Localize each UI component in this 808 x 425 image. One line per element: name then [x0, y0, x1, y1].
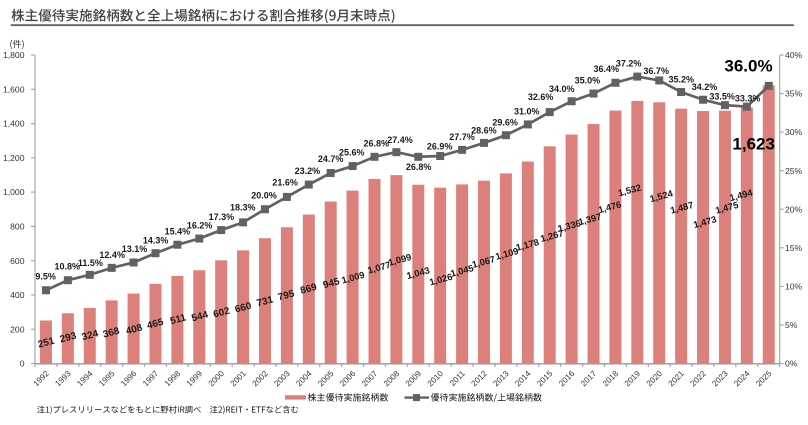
svg-text:27.4%: 27.4% [387, 135, 413, 145]
svg-text:26.8%: 26.8% [406, 162, 432, 172]
svg-text:200: 200 [10, 324, 25, 334]
svg-text:945: 945 [322, 276, 341, 291]
svg-text:28.6%: 28.6% [471, 125, 497, 135]
svg-text:36.4%: 36.4% [594, 64, 620, 74]
svg-text:800: 800 [10, 222, 25, 232]
svg-text:20%: 20% [785, 204, 803, 214]
svg-text:600: 600 [10, 256, 25, 266]
svg-text:544: 544 [190, 309, 209, 324]
svg-text:1,000: 1,000 [3, 187, 25, 197]
svg-text:368: 368 [102, 326, 121, 341]
svg-text:40%: 40% [785, 50, 803, 60]
svg-text:17.3%: 17.3% [209, 212, 235, 222]
svg-text:869: 869 [299, 282, 318, 297]
svg-text:0: 0 [20, 359, 25, 369]
svg-text:23.2%: 23.2% [295, 166, 321, 176]
svg-text:26.9%: 26.9% [427, 141, 453, 151]
svg-text:1,623: 1,623 [732, 134, 775, 153]
svg-text:1,600: 1,600 [3, 84, 25, 94]
svg-text:25%: 25% [785, 166, 803, 176]
svg-text:12.4%: 12.4% [99, 250, 125, 260]
svg-text:400: 400 [10, 290, 25, 300]
svg-text:30%: 30% [785, 127, 803, 137]
svg-text:731: 731 [256, 294, 275, 309]
svg-text:324: 324 [81, 328, 100, 343]
svg-text:20.0%: 20.0% [251, 190, 277, 200]
svg-text:32.6%: 32.6% [528, 92, 554, 102]
svg-text:1,400: 1,400 [3, 119, 25, 129]
svg-text:31.0%: 31.0% [514, 106, 540, 116]
svg-text:25.6%: 25.6% [339, 148, 365, 158]
svg-text:408: 408 [125, 322, 144, 337]
svg-text:795: 795 [277, 288, 296, 303]
svg-text:15%: 15% [785, 243, 803, 253]
svg-text:602: 602 [212, 305, 231, 320]
svg-text:16.2%: 16.2% [187, 220, 213, 230]
svg-text:26.8%: 26.8% [364, 139, 390, 149]
svg-text:35.0%: 35.0% [575, 75, 601, 85]
svg-text:1,200: 1,200 [3, 153, 25, 163]
svg-text:251: 251 [37, 336, 56, 351]
svg-text:29.6%: 29.6% [492, 118, 518, 128]
svg-text:27.7%: 27.7% [449, 132, 475, 142]
svg-text:9.5%: 9.5% [35, 271, 56, 281]
svg-text:33.5%: 33.5% [709, 91, 735, 101]
svg-text:11.5%: 11.5% [78, 258, 103, 268]
svg-text:5%: 5% [785, 320, 798, 330]
svg-text:18.3%: 18.3% [230, 203, 256, 213]
svg-text:35%: 35% [785, 89, 803, 99]
svg-text:10%: 10% [785, 282, 803, 292]
svg-text:34.2%: 34.2% [692, 82, 718, 92]
svg-text:660: 660 [234, 300, 253, 315]
svg-text:465: 465 [146, 317, 165, 332]
svg-text:35.2%: 35.2% [669, 74, 695, 84]
svg-text:34.0%: 34.0% [549, 84, 575, 94]
svg-text:15.4%: 15.4% [165, 226, 191, 236]
svg-text:1,800: 1,800 [3, 50, 25, 60]
svg-text:13.1%: 13.1% [122, 244, 148, 254]
svg-text:10.8%: 10.8% [55, 261, 81, 271]
svg-text:14.3%: 14.3% [143, 235, 169, 245]
svg-text:0%: 0% [785, 359, 798, 369]
svg-text:36.0%: 36.0% [724, 57, 772, 76]
svg-text:24.7%: 24.7% [318, 154, 344, 164]
svg-text:293: 293 [59, 330, 78, 345]
svg-text:37.2%: 37.2% [616, 59, 642, 69]
svg-text:511: 511 [169, 312, 188, 327]
svg-text:36.7%: 36.7% [643, 66, 669, 76]
svg-text:21.6%: 21.6% [272, 178, 298, 188]
svg-text:33.3%: 33.3% [735, 93, 761, 103]
